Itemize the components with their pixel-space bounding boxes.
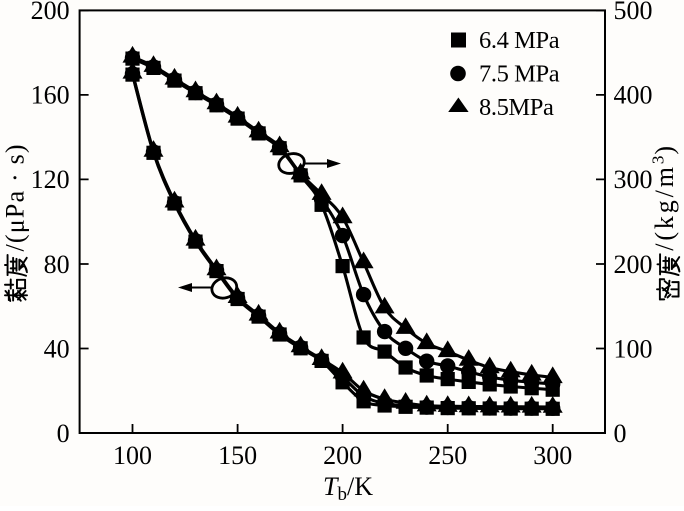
svg-text:40: 40 <box>44 334 70 363</box>
svg-text:300: 300 <box>614 165 653 194</box>
svg-text:100: 100 <box>614 334 653 363</box>
svg-text:400: 400 <box>614 81 653 110</box>
svg-text:150: 150 <box>218 441 257 470</box>
svg-text:7.5 MPa: 7.5 MPa <box>479 61 560 88</box>
svg-text:200: 200 <box>323 441 362 470</box>
svg-text:80: 80 <box>44 250 70 279</box>
svg-text:160: 160 <box>31 81 70 110</box>
svg-text:8.5MPa: 8.5MPa <box>479 94 554 121</box>
svg-text:120: 120 <box>31 165 70 194</box>
svg-text:0: 0 <box>57 419 70 448</box>
svg-text:Tb/K: Tb/K <box>323 472 373 505</box>
svg-text:300: 300 <box>533 441 572 470</box>
svg-text:250: 250 <box>428 441 467 470</box>
svg-text:200: 200 <box>614 250 653 279</box>
svg-text:6.4 MPa: 6.4 MPa <box>479 27 560 54</box>
svg-text:100: 100 <box>113 441 152 470</box>
svg-text:500: 500 <box>614 0 653 25</box>
svg-text:/(μPa · s): /(μPa · s) <box>1 143 30 251</box>
svg-text:0: 0 <box>614 419 627 448</box>
svg-text:200: 200 <box>31 0 70 25</box>
